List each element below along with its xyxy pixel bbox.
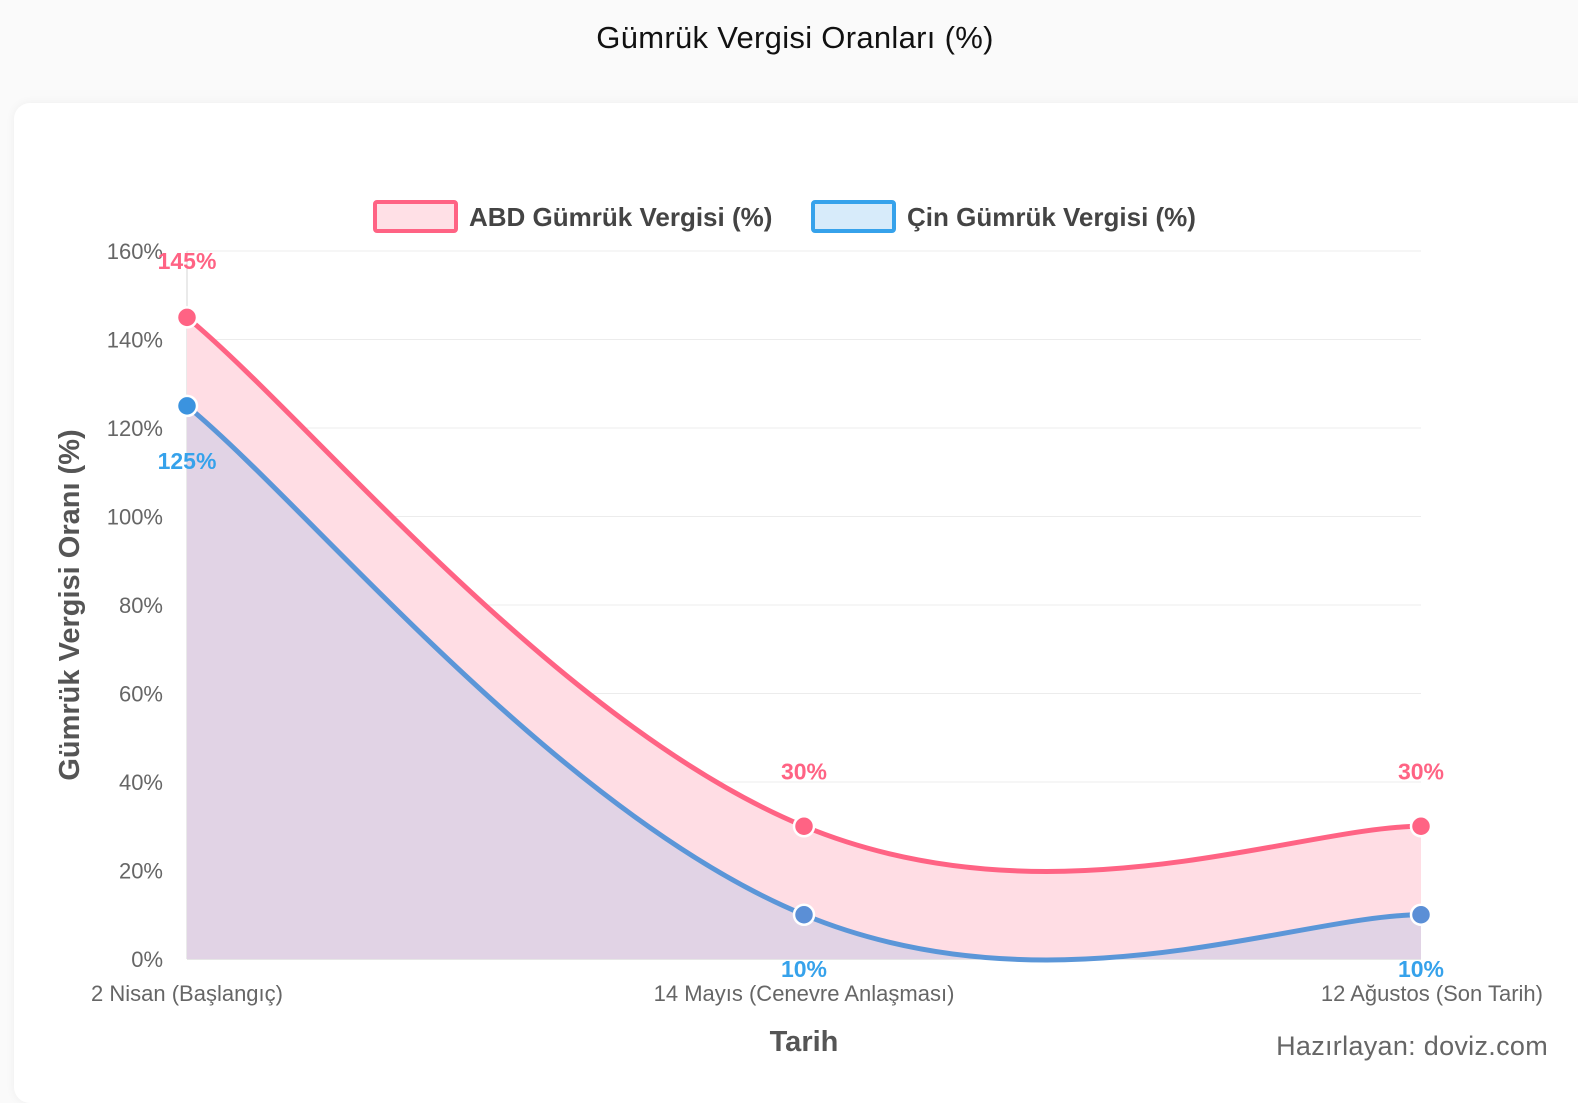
- line-series-1: [184, 314, 1424, 874]
- point-series-1: [792, 815, 816, 838]
- y-axis-tick-labels: 0% 20% 40% 60% 80% 100% 120% 140% 160%: [107, 239, 163, 972]
- page-title: Gümrük Vergisi Oranları (%): [596, 20, 994, 55]
- point-series-1: [175, 306, 199, 329]
- data-label: 125%: [158, 448, 217, 474]
- legend-label-series-1: ABD Gümrük Vergisi (%): [469, 202, 772, 232]
- area-fills: [187, 317, 1421, 960]
- x-axis-title: Tarih: [770, 1026, 839, 1058]
- data-label: 30%: [781, 758, 827, 784]
- data-label: 145%: [158, 248, 217, 274]
- data-points: [175, 306, 1433, 926]
- y-tick-label: 100%: [107, 505, 163, 530]
- point-series-2: [1409, 903, 1433, 926]
- y-tick-label: 60%: [119, 682, 163, 707]
- point-series-2: [792, 903, 816, 926]
- point-series-1: [1409, 815, 1433, 838]
- data-labels: 145% 30% 30% 125% 10% 10%: [158, 248, 1444, 982]
- x-tick-label: 12 Ağustos (Son Tarih): [1321, 981, 1543, 1006]
- legend: ABD Gümrük Vergisi (%) Çin Gümrük Vergisi…: [373, 200, 1196, 233]
- x-tick-label: 14 Mayıs (Cenevre Anlaşması): [654, 981, 955, 1006]
- line-series-2: [184, 403, 1424, 963]
- y-tick-label: 40%: [119, 770, 163, 795]
- data-label: 10%: [1398, 956, 1444, 982]
- y-tick-label: 120%: [107, 416, 163, 441]
- point-series-2: [175, 394, 199, 418]
- area-fill-series-2: [187, 405, 1421, 960]
- x-axis-tick-labels: 2 Nisan (Başlangıç) 14 Mayıs (Cenevre Anl…: [91, 981, 1543, 1006]
- series-lines: [184, 314, 1424, 963]
- y-tick-label: 80%: [119, 593, 163, 618]
- credit-text: Hazırlayan: doviz.com: [1276, 1031, 1548, 1061]
- y-tick-label: 20%: [119, 859, 163, 884]
- x-tick-label: 2 Nisan (Başlangıç): [91, 981, 283, 1006]
- legend-swatch-series-1: [373, 200, 458, 233]
- y-tick-label: 160%: [107, 239, 163, 264]
- data-label: 30%: [1398, 758, 1444, 784]
- legend-swatch-series-2: [811, 200, 896, 233]
- y-tick-label: 0%: [131, 947, 163, 972]
- data-label: 10%: [781, 956, 827, 982]
- y-axis-title: Gümrük Vergisi Oranı (%): [54, 429, 86, 780]
- legend-label-series-2: Çin Gümrük Vergisi (%): [907, 202, 1196, 232]
- y-tick-label: 140%: [107, 328, 163, 353]
